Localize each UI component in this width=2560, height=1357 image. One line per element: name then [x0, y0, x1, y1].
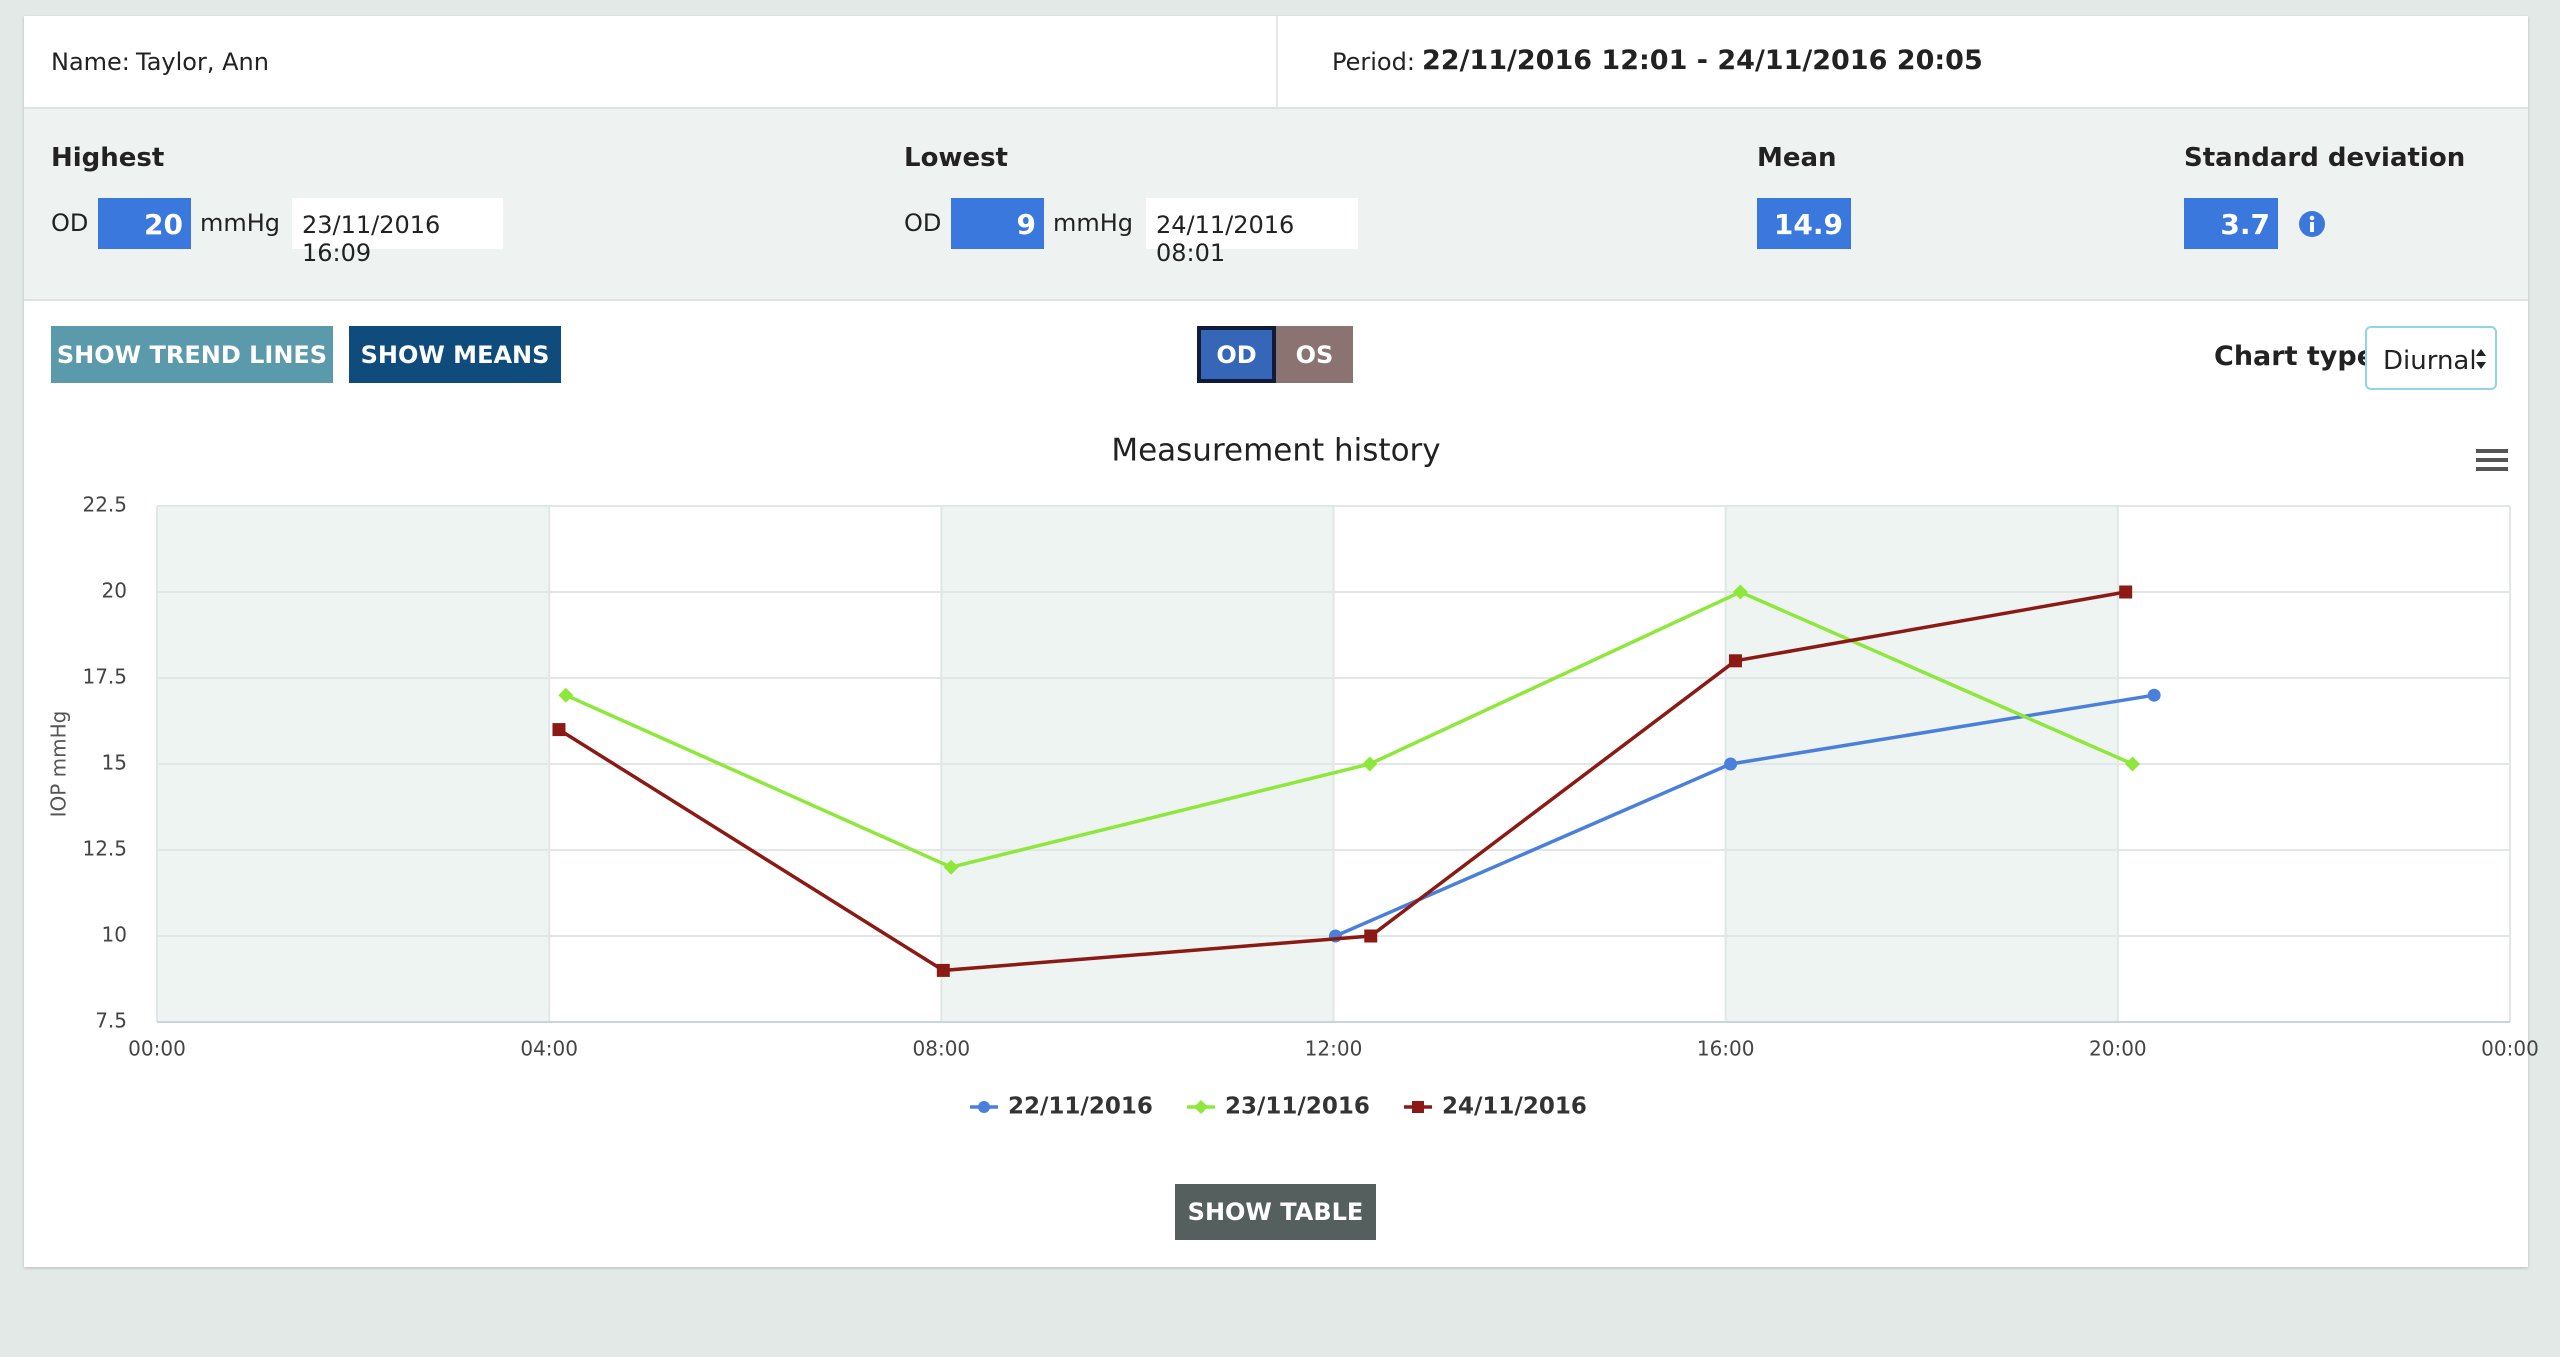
y-tick-label: 17.5: [82, 665, 127, 689]
legend-marker: [1194, 1100, 1208, 1114]
legend-label[interactable]: 24/11/2016: [1442, 1094, 1587, 1120]
y-tick-label: 20: [102, 579, 127, 603]
x-tick-label: 20:00: [2089, 1037, 2147, 1061]
marker: [1729, 654, 1742, 667]
y-tick-label: 10: [102, 923, 127, 947]
marker: [1364, 930, 1377, 943]
legend-label[interactable]: 23/11/2016: [1225, 1094, 1370, 1120]
marker: [2148, 689, 2161, 702]
marker: [937, 964, 950, 977]
marker: [1362, 757, 1377, 772]
chart-title: Measurement history: [1111, 433, 1440, 469]
legend-marker: [1412, 1101, 1424, 1113]
legend-label[interactable]: 22/11/2016: [1008, 1094, 1153, 1120]
y-axis-title: IOP mmHg: [47, 711, 71, 818]
marker: [558, 688, 573, 703]
x-tick-label: 00:00: [2481, 1037, 2539, 1061]
x-tick-label: 00:00: [128, 1037, 186, 1061]
x-tick-label: 08:00: [913, 1037, 971, 1061]
y-tick-label: 12.5: [82, 837, 127, 861]
x-tick-label: 04:00: [520, 1037, 578, 1061]
marker: [1724, 758, 1737, 771]
y-tick-label: 15: [102, 751, 127, 775]
y-tick-label: 7.5: [95, 1009, 127, 1033]
y-tick-label: 22.5: [82, 493, 127, 517]
x-tick-label: 16:00: [1697, 1037, 1755, 1061]
marker: [552, 723, 565, 736]
marker: [2125, 757, 2140, 772]
legend-marker: [978, 1101, 990, 1113]
marker: [2119, 586, 2132, 599]
x-tick-label: 12:00: [1305, 1037, 1363, 1061]
